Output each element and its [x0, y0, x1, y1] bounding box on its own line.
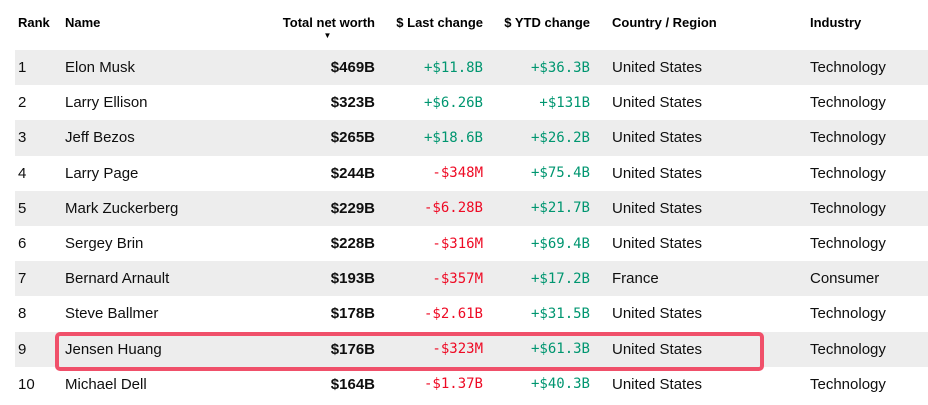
row-net-worth: $244B	[330, 164, 375, 182]
table-header-row: Rank Name Total net worth ▼ $ Last chang…	[15, 0, 928, 50]
row-net-worth: $193B	[330, 270, 375, 288]
row-country: United States	[612, 340, 703, 358]
column-header-last-change[interactable]: $ Last change	[396, 15, 483, 30]
table-row[interactable]: 7 Bernard Arnault $193B -$357M +$17.2B France…	[15, 261, 928, 297]
row-country: United States	[612, 94, 703, 112]
row-last-change: +$6.26B	[423, 94, 483, 111]
row-industry: Technology	[810, 59, 886, 77]
row-net-worth: $176B	[330, 340, 375, 358]
column-header-name[interactable]: Name	[65, 15, 101, 30]
row-ytd-change: +$61.3B	[530, 341, 590, 358]
row-name: Elon Musk	[65, 59, 136, 77]
row-country: United States	[612, 305, 703, 323]
column-header-rank[interactable]: Rank	[18, 15, 50, 30]
table-row[interactable]: 5 Mark Zuckerberg $229B -$6.28B +$21.7B Unite…	[15, 190, 928, 226]
row-net-worth: $178B	[330, 305, 375, 323]
row-rank: 6	[18, 235, 27, 253]
row-ytd-change: +$40.3B	[530, 376, 590, 393]
row-country: United States	[612, 199, 703, 217]
row-last-change: -$6.28B	[423, 200, 483, 217]
row-net-worth: $323B	[330, 94, 375, 112]
table-row[interactable]: 6 Sergey Brin $228B -$316M +$69.4B United Sta…	[15, 225, 928, 262]
row-net-worth: $229B	[330, 199, 375, 217]
row-ytd-change: +$26.2B	[530, 129, 590, 146]
row-industry: Technology	[810, 129, 886, 147]
table-row[interactable]: 9 Jensen Huang $176B -$323M +$61.3B United St…	[15, 331, 928, 367]
row-rank: 5	[18, 199, 27, 217]
row-ytd-change: +$131B	[539, 94, 590, 111]
row-last-change: -$357M	[432, 270, 483, 287]
column-header-country-region[interactable]: Country / Region	[612, 15, 717, 30]
row-industry: Technology	[810, 164, 886, 182]
row-last-change: +$11.8B	[423, 59, 483, 76]
row-country: France	[612, 270, 659, 288]
row-industry: Technology	[810, 199, 886, 217]
column-header-ytd-change[interactable]: $ YTD change	[504, 15, 590, 30]
row-rank: 8	[18, 305, 27, 323]
row-industry: Consumer	[810, 270, 880, 288]
row-net-worth: $228B	[330, 235, 375, 253]
row-ytd-change: +$21.7B	[530, 200, 590, 217]
table-body: 1 Elon Musk $469B +$11.8B +$36.3B United Stat…	[0, 50, 928, 402]
row-name: Jeff Bezos	[65, 129, 135, 147]
row-industry: Technology	[810, 235, 886, 253]
column-header-total-net-worth[interactable]: Total net worth ▼	[280, 15, 375, 40]
row-rank: 3	[18, 129, 27, 147]
row-industry: Technology	[810, 340, 886, 358]
total-net-worth-label: Total net worth	[282, 15, 375, 30]
row-name: Mark Zuckerberg	[65, 199, 179, 217]
row-net-worth: $164B	[330, 375, 375, 393]
row-rank: 1	[18, 59, 27, 77]
row-rank: 10	[18, 375, 35, 393]
column-header-industry[interactable]: Industry	[810, 15, 862, 30]
row-rank: 4	[18, 164, 27, 182]
row-name: Sergey Brin	[65, 235, 144, 253]
row-rank: 9	[18, 340, 27, 358]
row-rank: 7	[18, 270, 27, 288]
row-industry: Technology	[810, 375, 886, 393]
row-last-change: -$323M	[432, 341, 483, 358]
row-country: United States	[612, 235, 703, 253]
row-net-worth: $469B	[330, 59, 375, 77]
row-name: Larry Ellison	[65, 94, 148, 112]
row-ytd-change: +$69.4B	[530, 235, 590, 252]
row-name: Jensen Huang	[65, 340, 162, 358]
row-net-worth: $265B	[330, 129, 375, 147]
row-name: Larry Page	[65, 164, 139, 182]
row-last-change: -$1.37B	[423, 376, 483, 393]
table-row[interactable]: 8 Steve Ballmer $178B -$2.61B +$31.5B United …	[15, 296, 928, 332]
row-country: United States	[612, 129, 703, 147]
row-rank: 2	[18, 94, 27, 112]
sort-descending-icon: ▼	[323, 31, 332, 40]
row-ytd-change: +$17.2B	[530, 270, 590, 287]
table-row[interactable]: 2 Larry Ellison $323B +$6.26B +$131B United S…	[15, 85, 928, 121]
row-last-change: -$2.61B	[423, 305, 483, 322]
row-ytd-change: +$31.5B	[530, 305, 590, 322]
row-country: United States	[612, 375, 703, 393]
row-country: United States	[612, 59, 703, 77]
row-ytd-change: +$75.4B	[530, 165, 590, 182]
row-name: Michael Dell	[65, 375, 147, 393]
row-industry: Technology	[810, 94, 886, 112]
table-row[interactable]: 1 Elon Musk $469B +$11.8B +$36.3B United Stat…	[15, 50, 928, 86]
row-last-change: -$348M	[432, 165, 483, 182]
table-row[interactable]: 4 Larry Page $244B -$348M +$75.4B United Stat…	[15, 155, 928, 191]
row-name: Steve Ballmer	[65, 305, 159, 323]
row-industry: Technology	[810, 305, 886, 323]
row-last-change: +$18.6B	[423, 129, 483, 146]
table-row[interactable]: 3 Jeff Bezos $265B +$18.6B +$26.2B United Sta…	[15, 120, 928, 156]
row-last-change: -$316M	[432, 235, 483, 252]
row-ytd-change: +$36.3B	[530, 59, 590, 76]
row-country: United States	[612, 164, 703, 182]
row-name: Bernard Arnault	[65, 270, 170, 288]
table-row[interactable]: 10 Michael Dell $164B -$1.37B +$40.3B United …	[15, 366, 928, 402]
